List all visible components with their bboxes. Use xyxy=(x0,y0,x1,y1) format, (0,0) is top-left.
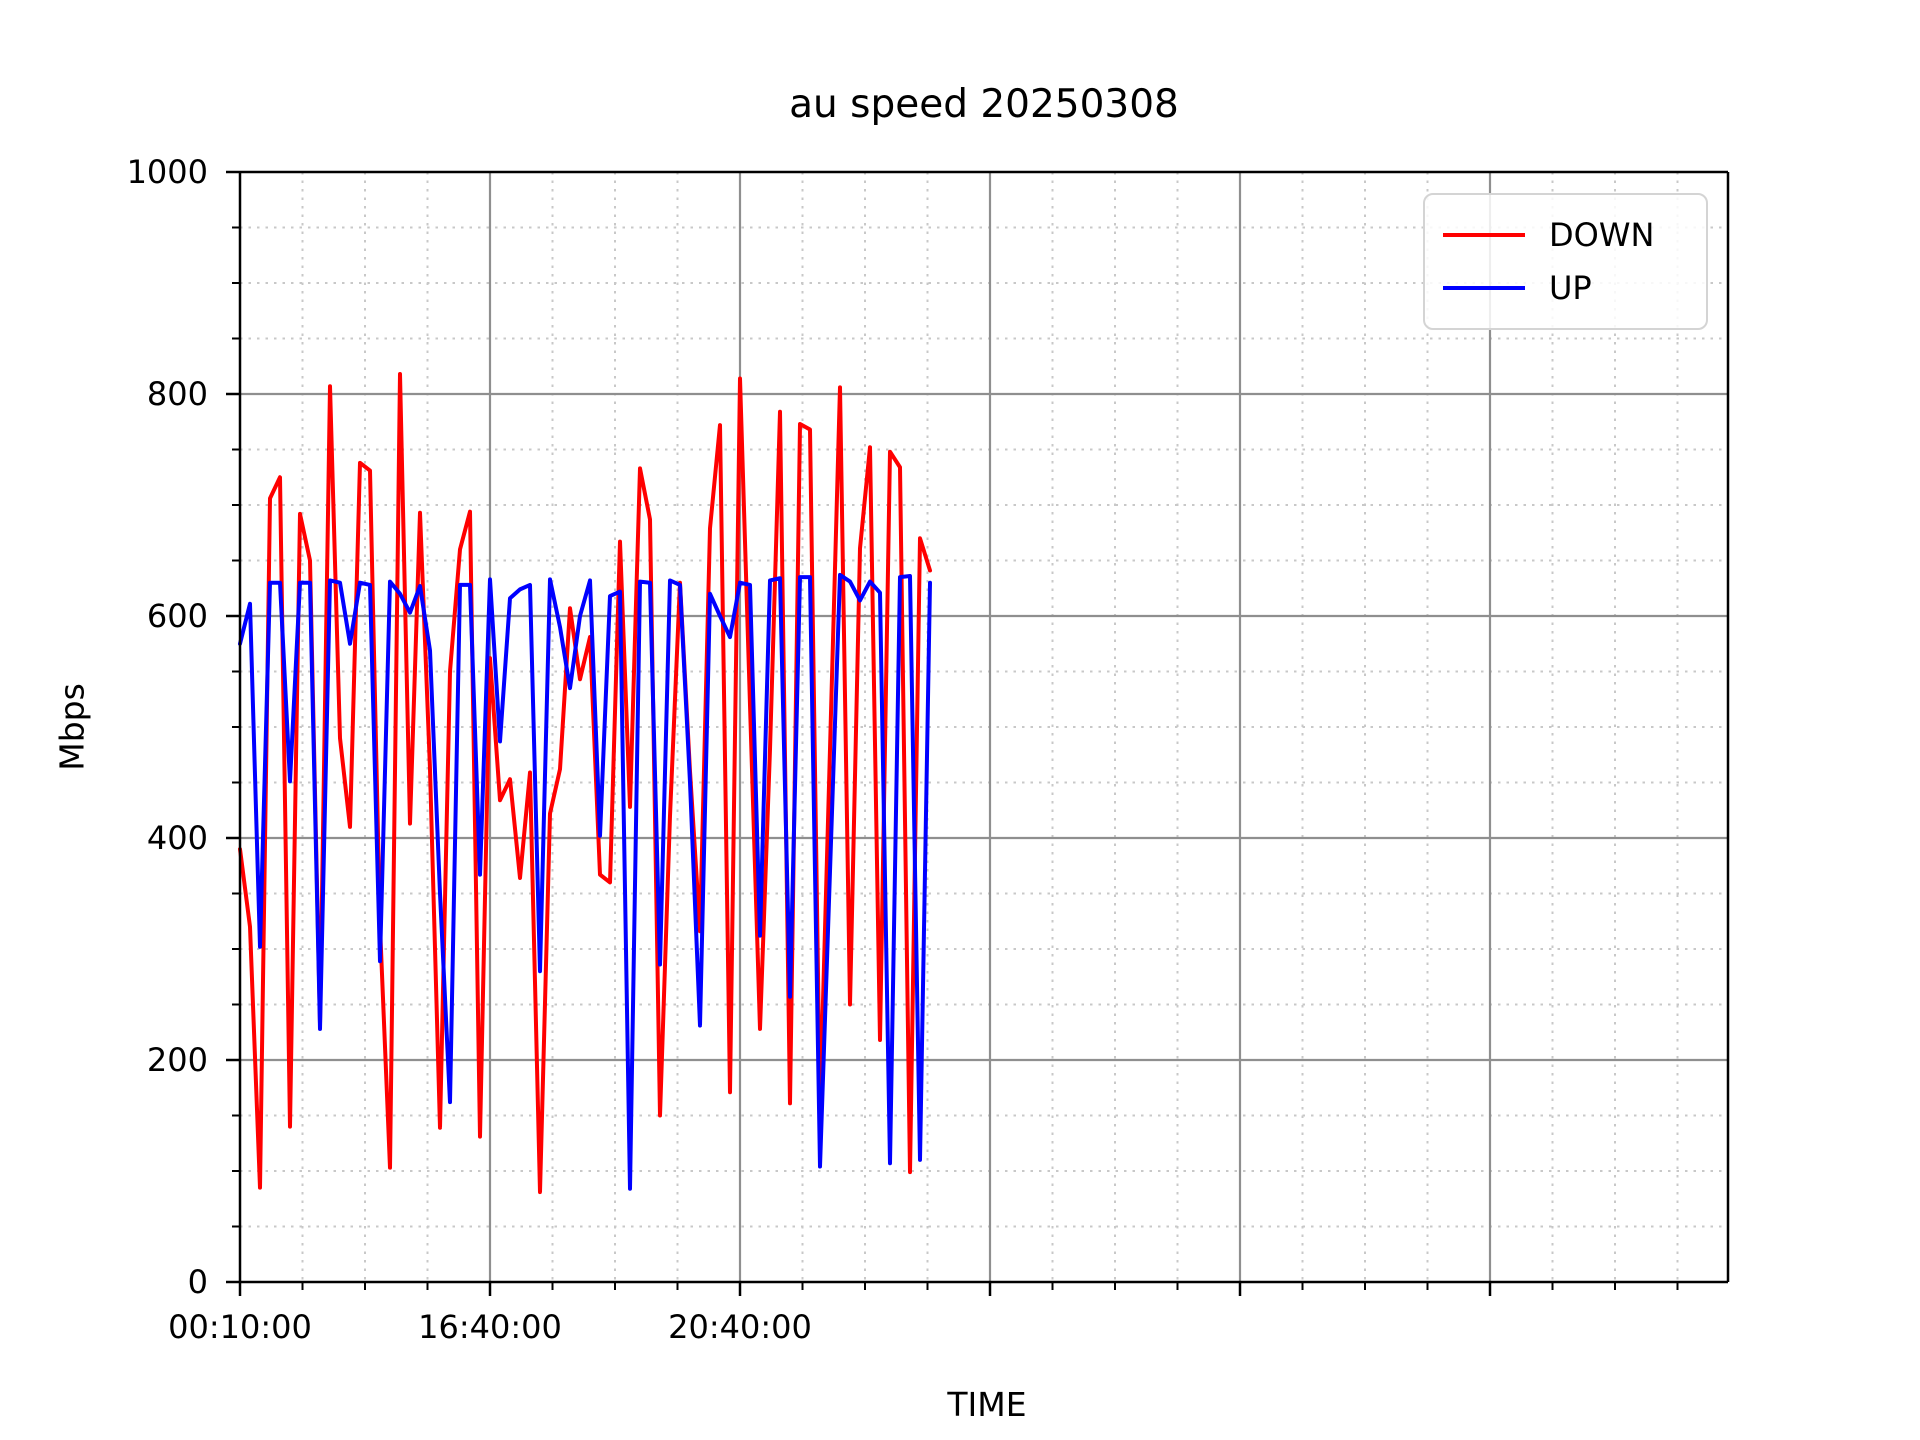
x-axis-label: TIME xyxy=(947,1385,1027,1424)
legend-entry-down: DOWN xyxy=(1443,216,1688,254)
x-tick-label-0: 00:10:00 xyxy=(168,1308,312,1346)
y-tick-label-1000: 1000 xyxy=(126,153,208,191)
legend-label-down: DOWN xyxy=(1549,216,1655,254)
series-line-up xyxy=(238,572,932,1191)
legend: DOWN UP xyxy=(1423,193,1708,330)
down-line-sample xyxy=(1443,233,1525,237)
chart-title: au speed 20250308 xyxy=(789,82,1179,127)
y-tick-label-200: 200 xyxy=(146,1041,208,1079)
y-tick-label-400: 400 xyxy=(146,819,208,857)
y-tick-label-800: 800 xyxy=(146,375,208,413)
legend-label-up: UP xyxy=(1549,269,1592,307)
up-line-sample xyxy=(1443,286,1525,290)
y-tick-label-600: 600 xyxy=(146,597,208,635)
legend-entry-up: UP xyxy=(1443,269,1688,307)
y-tick-label-0: 0 xyxy=(187,1263,208,1301)
x-tick-label-1: 16:40:00 xyxy=(418,1308,562,1346)
x-tick-label-2: 20:40:00 xyxy=(668,1308,812,1346)
y-axis-label: Mbps xyxy=(52,683,92,771)
